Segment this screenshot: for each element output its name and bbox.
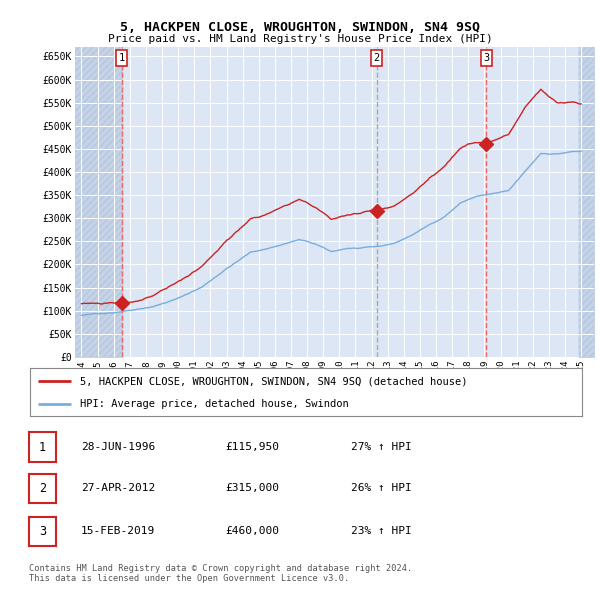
Text: 15-FEB-2019: 15-FEB-2019: [81, 526, 155, 536]
Text: 3: 3: [483, 53, 490, 63]
Text: £115,950: £115,950: [225, 442, 279, 451]
Text: 27-APR-2012: 27-APR-2012: [81, 483, 155, 493]
Text: 27% ↑ HPI: 27% ↑ HPI: [351, 442, 412, 451]
Text: 3: 3: [39, 525, 46, 538]
Text: £460,000: £460,000: [225, 526, 279, 536]
Text: HPI: Average price, detached house, Swindon: HPI: Average price, detached house, Swin…: [80, 399, 349, 409]
Text: 23% ↑ HPI: 23% ↑ HPI: [351, 526, 412, 536]
Text: Price paid vs. HM Land Registry's House Price Index (HPI): Price paid vs. HM Land Registry's House …: [107, 34, 493, 44]
Text: £315,000: £315,000: [225, 483, 279, 493]
Text: 26% ↑ HPI: 26% ↑ HPI: [351, 483, 412, 493]
Text: 1: 1: [118, 53, 125, 63]
Text: 5, HACKPEN CLOSE, WROUGHTON, SWINDON, SN4 9SQ (detached house): 5, HACKPEN CLOSE, WROUGHTON, SWINDON, SN…: [80, 376, 467, 386]
Text: Contains HM Land Registry data © Crown copyright and database right 2024.
This d: Contains HM Land Registry data © Crown c…: [29, 563, 412, 583]
Text: 5, HACKPEN CLOSE, WROUGHTON, SWINDON, SN4 9SQ: 5, HACKPEN CLOSE, WROUGHTON, SWINDON, SN…: [120, 21, 480, 34]
Text: 1: 1: [39, 441, 46, 454]
Text: 28-JUN-1996: 28-JUN-1996: [81, 442, 155, 451]
Text: 2: 2: [39, 482, 46, 495]
Text: 2: 2: [374, 53, 380, 63]
